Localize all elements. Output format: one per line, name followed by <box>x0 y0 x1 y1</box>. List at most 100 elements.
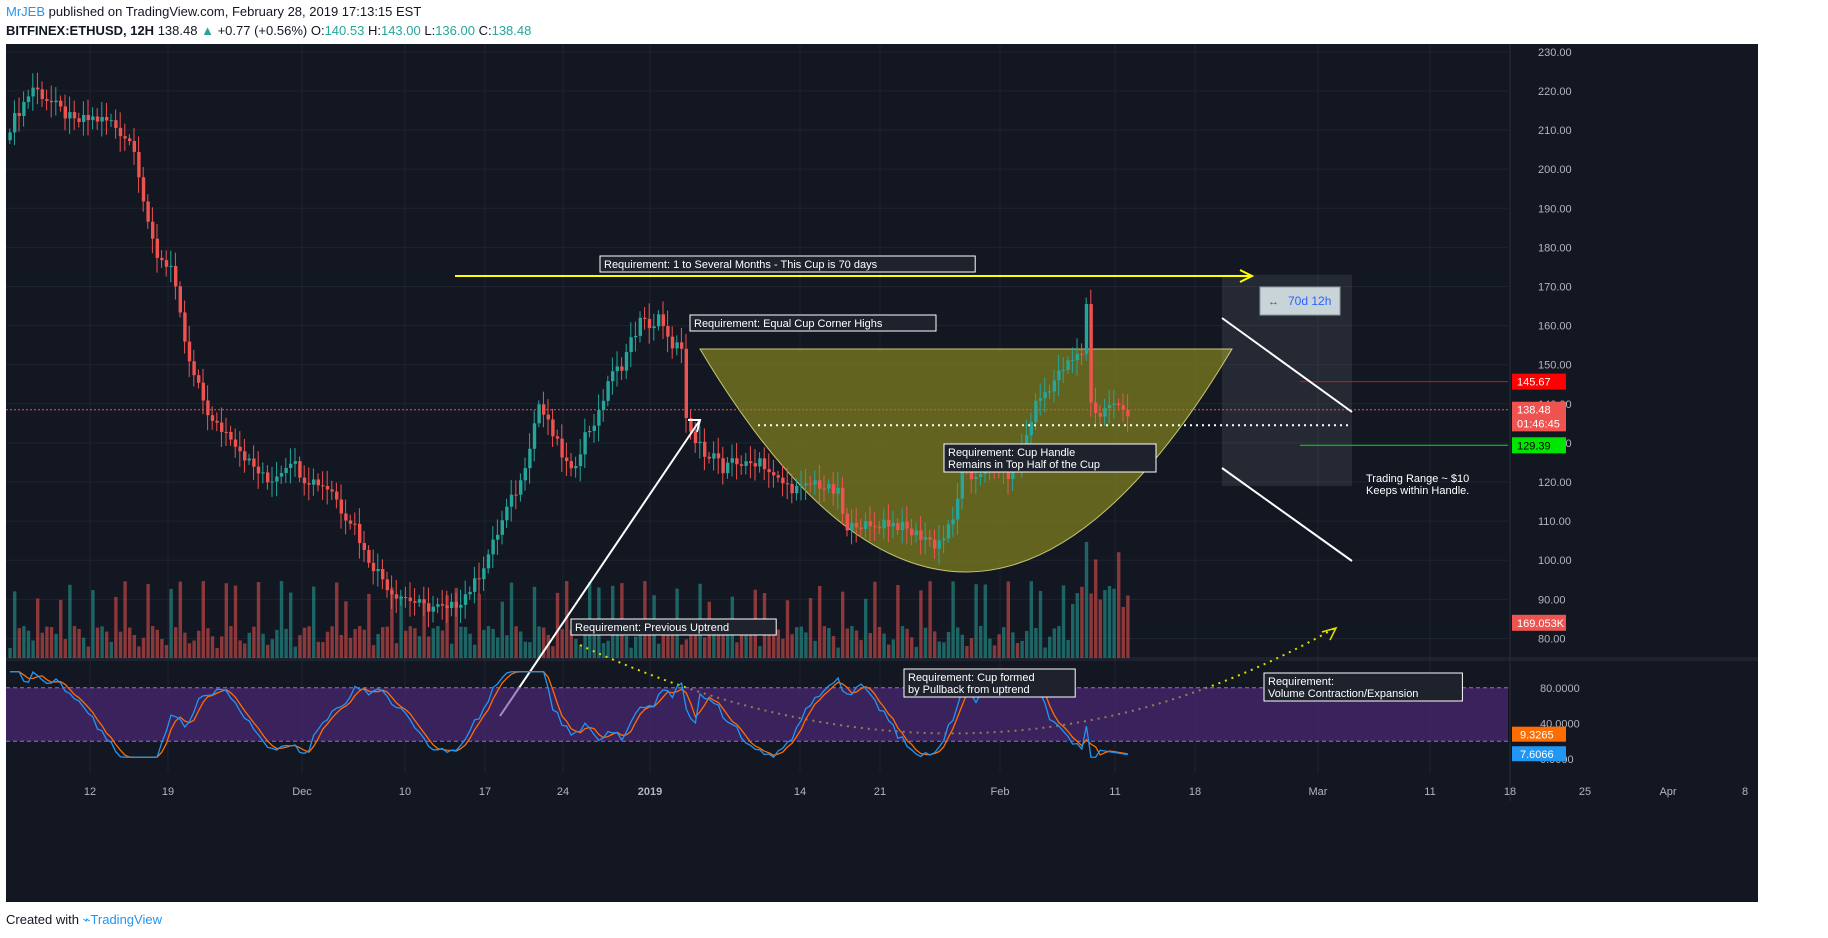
candle-body <box>804 483 808 486</box>
brand-link[interactable]: TradingView <box>90 912 162 927</box>
candle-body <box>767 469 771 473</box>
open-value: 140.53 <box>324 23 365 38</box>
volume-bar <box>348 637 353 658</box>
volume-bar <box>795 627 799 658</box>
candle-body <box>1094 402 1098 413</box>
candle-body <box>730 458 734 463</box>
candle-body <box>155 238 159 258</box>
chart-header: MrJEB published on TradingView.com, Febr… <box>6 2 531 40</box>
candle-body <box>808 483 813 485</box>
candle-body <box>827 483 831 489</box>
time-tick-label: 14 <box>794 786 806 798</box>
price-levels <box>6 381 1508 446</box>
annotation-text: Requirement: <box>1268 676 1334 688</box>
volume-bar <box>836 647 840 658</box>
volume-bar <box>1121 606 1125 658</box>
publish-info: published on TradingView.com, February 2… <box>48 4 422 19</box>
candle-body <box>68 112 72 119</box>
candle-body <box>86 114 90 121</box>
volume-bar <box>703 637 707 658</box>
candle-body <box>537 404 541 424</box>
candle-body <box>454 601 458 608</box>
open-label: O: <box>310 23 325 38</box>
candle-body <box>500 520 504 535</box>
volume-bar <box>1094 559 1098 658</box>
axes: 230.00 220.00 210.00 200.00 190.00 180.00 170.… <box>84 47 1748 798</box>
volume-bar <box>887 644 891 658</box>
volume-bar <box>739 631 744 658</box>
time-tick-label: 17 <box>479 786 491 798</box>
last-price: 138.48 <box>157 23 198 38</box>
candle-body <box>49 100 54 103</box>
stoch-k-badge-label: 9.3265 <box>1520 730 1554 742</box>
time-tick-label: 18 <box>1504 786 1516 798</box>
annotation-box <box>903 668 1076 698</box>
candle-body <box>887 519 891 527</box>
volume-bar <box>220 636 224 658</box>
volume-bar <box>26 630 31 658</box>
candle-body <box>146 201 150 222</box>
candle-body <box>951 519 955 525</box>
candle-body <box>243 451 247 461</box>
candle-body <box>974 477 978 480</box>
volume-bar <box>367 593 371 658</box>
volume-bar <box>891 639 895 658</box>
volume-curve <box>579 627 1336 735</box>
candle-body <box>1038 398 1043 401</box>
candle-body <box>900 521 905 531</box>
price-tick-label: 170.00 <box>1538 281 1572 293</box>
candle-body <box>45 99 49 101</box>
candle-body <box>82 114 86 122</box>
symbol-label[interactable]: BITFINEX:ETHUSD, 12H <box>6 23 155 38</box>
candle-body <box>371 562 376 572</box>
candle-body <box>279 473 284 477</box>
candle-body <box>164 260 169 267</box>
volume-bar <box>693 626 698 658</box>
volume-bar <box>137 646 141 658</box>
volume-bar <box>381 627 385 658</box>
candle-body <box>224 431 228 433</box>
candle-body <box>592 425 596 431</box>
volume-bar <box>854 630 859 658</box>
volume-bar <box>712 635 716 658</box>
candle-body <box>744 461 748 466</box>
volume-bar <box>247 632 251 658</box>
candle-body <box>638 317 642 336</box>
volume-bar <box>197 630 201 658</box>
volume-bar <box>335 582 339 658</box>
price-tick-label: 180.00 <box>1538 242 1572 254</box>
volume-bars <box>8 541 1130 658</box>
author-link[interactable]: MrJEB <box>6 4 45 19</box>
close-value: 138.48 <box>491 23 532 38</box>
volume-bar <box>371 645 376 658</box>
candle-body <box>919 530 923 540</box>
candle-body <box>799 485 803 487</box>
time-tick-label: 19 <box>162 786 174 798</box>
candle-body <box>785 483 790 485</box>
volume-bar <box>721 626 725 658</box>
candle-body <box>735 458 739 465</box>
candle-body <box>1075 353 1079 361</box>
annotation-text: Keeps within Handle. <box>1366 485 1469 497</box>
volume-bar <box>1098 599 1102 658</box>
volume-bar <box>965 646 969 658</box>
candle-body <box>316 479 320 486</box>
drawings[interactable]: 70d 12h ↔ <box>455 269 1353 735</box>
candle-body <box>1052 380 1056 392</box>
annotations[interactable]: Requirement: 1 to Several Months - This … <box>570 255 1469 702</box>
high-label: H: <box>367 23 381 38</box>
volume-bar <box>864 598 868 658</box>
volume-bar <box>123 581 127 658</box>
volume-bar <box>431 628 435 658</box>
price-tick-label: 190.00 <box>1538 203 1572 215</box>
candle-body <box>753 463 757 467</box>
annotation-text: Requirement: Previous Uptrend <box>575 622 729 634</box>
candle-body <box>514 494 518 496</box>
candle-body <box>1066 360 1070 370</box>
candle-body <box>611 371 615 382</box>
candle-body <box>1061 369 1066 371</box>
volume-bar <box>523 641 527 658</box>
volume-bar <box>151 626 155 658</box>
candle-body <box>1107 405 1112 409</box>
